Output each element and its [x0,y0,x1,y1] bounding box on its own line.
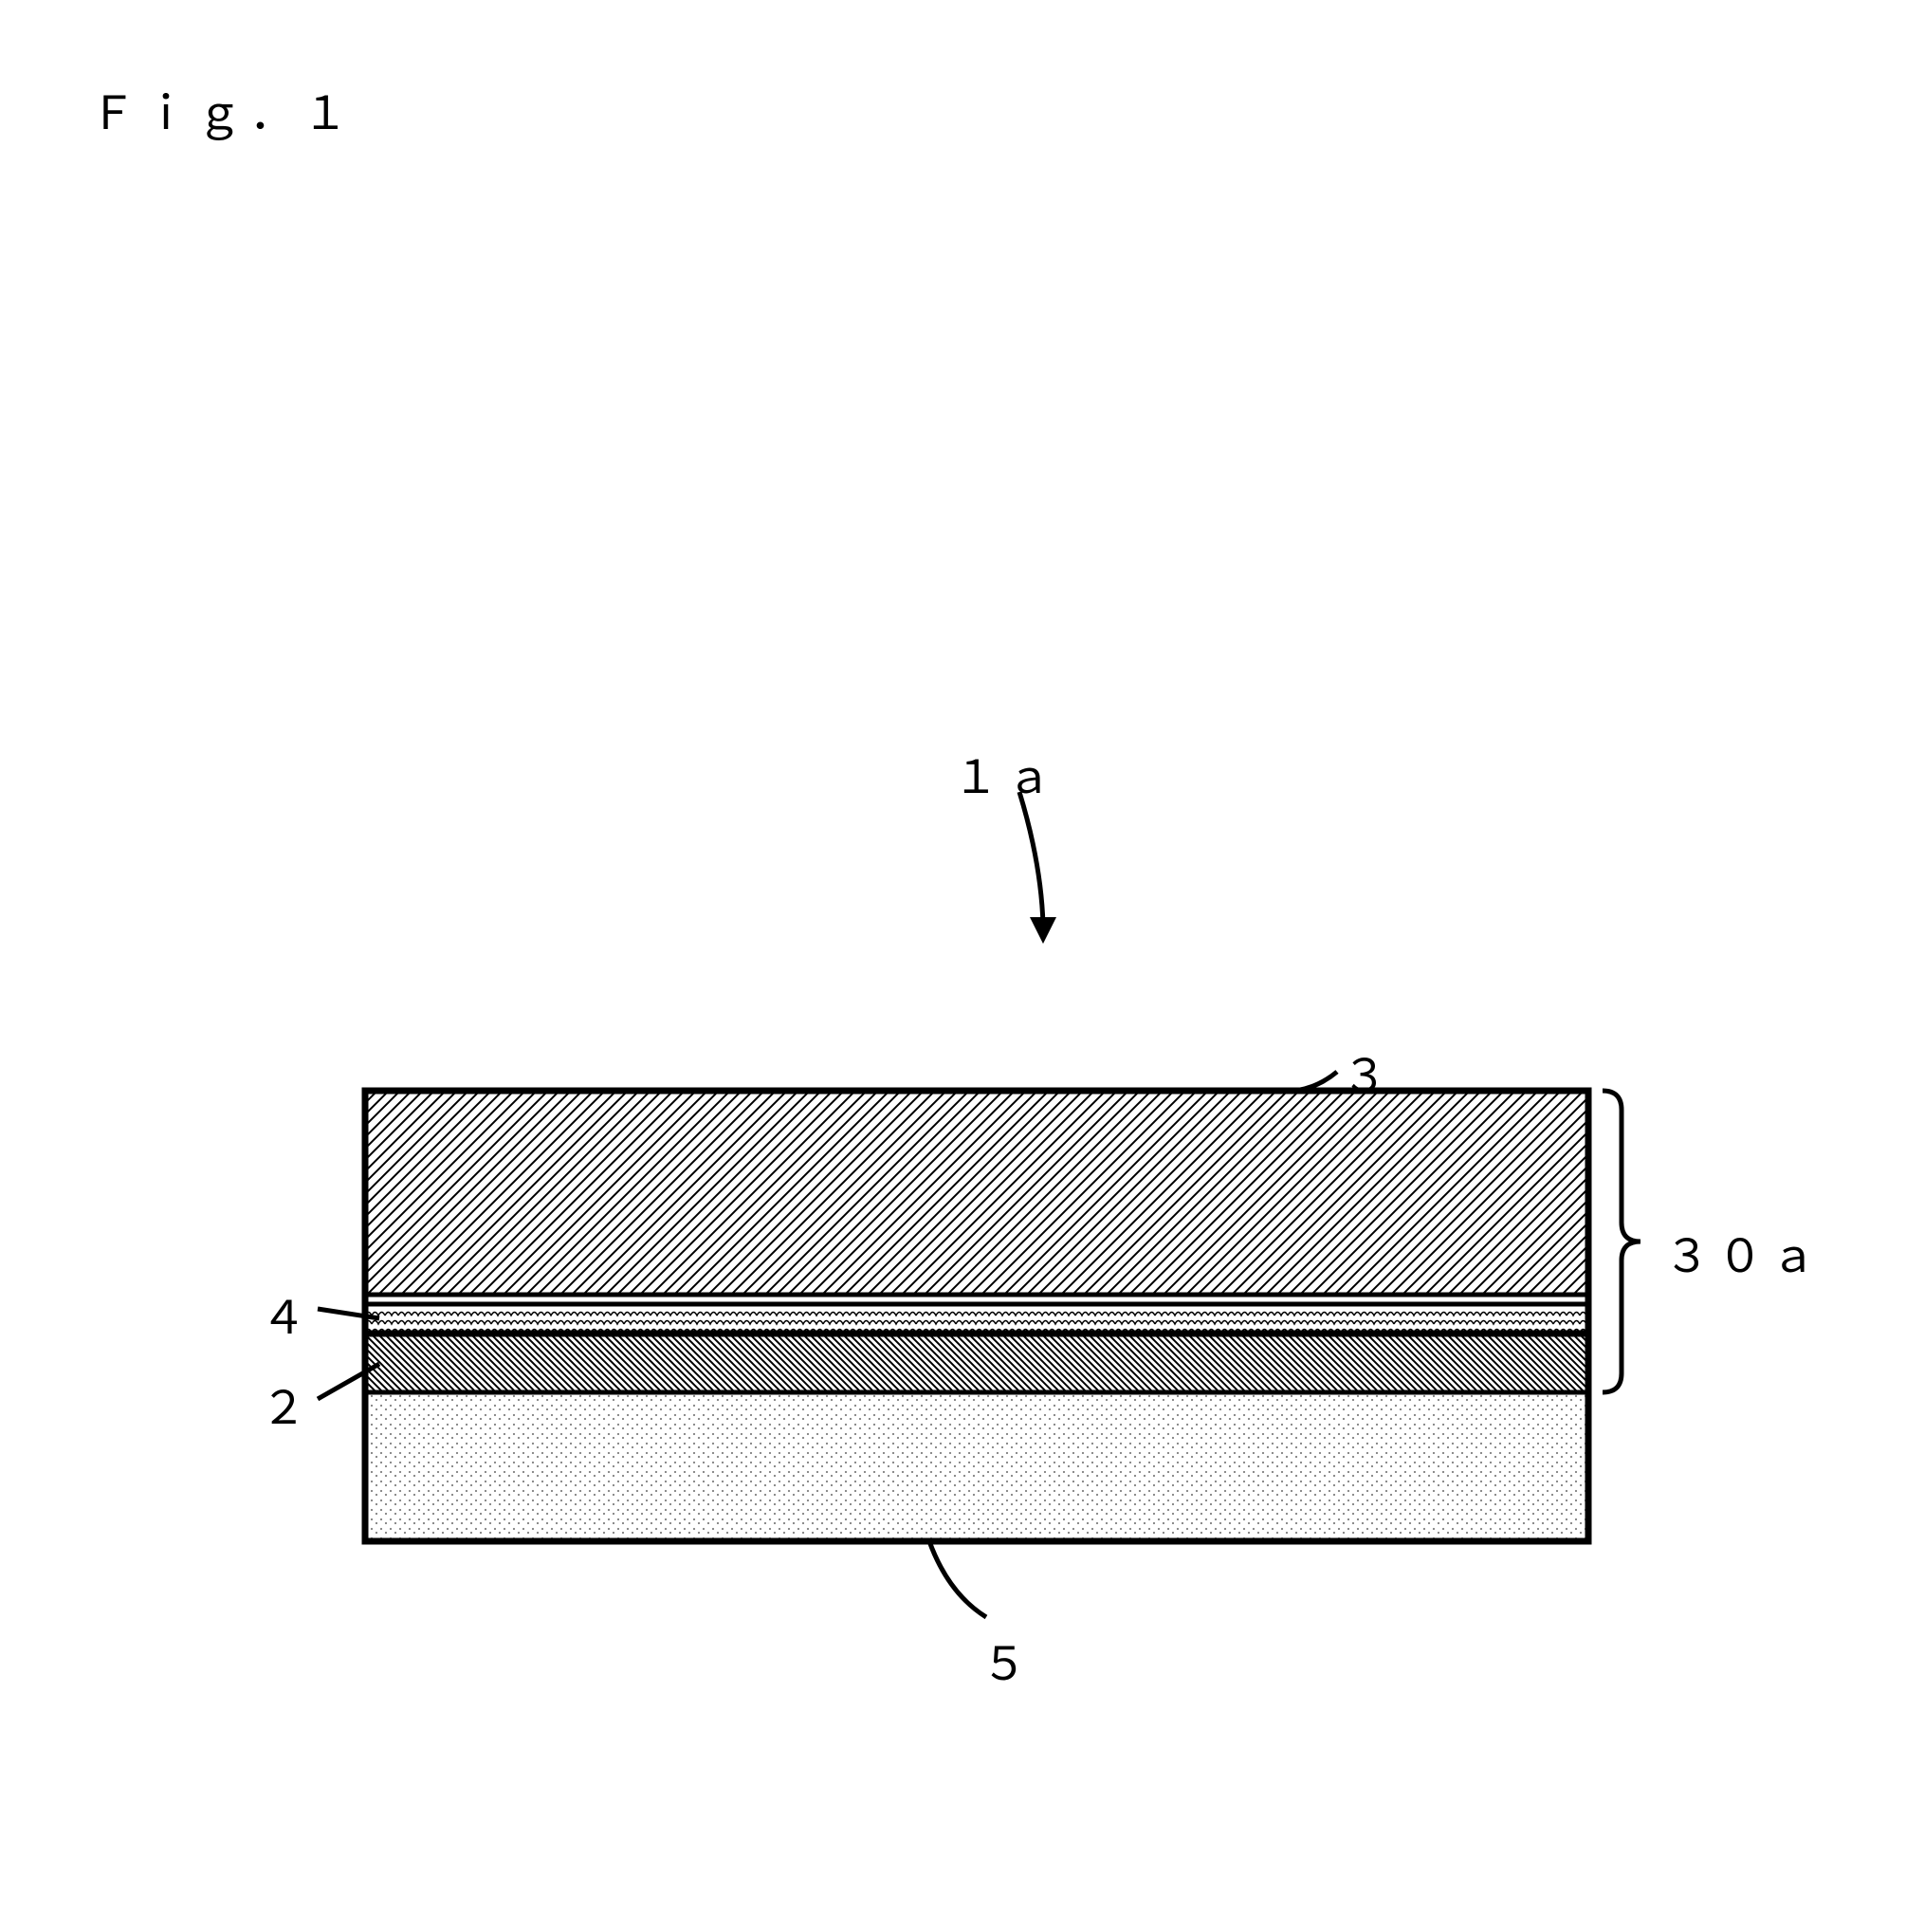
arrow-1a [1019,792,1056,944]
cross-section-diagram [0,0,1906,1932]
layer-2 [365,1335,1588,1392]
layer-3 [365,1091,1588,1295]
layer-5 [365,1392,1588,1541]
leader-5 [929,1541,986,1617]
brace-30a [1603,1091,1640,1392]
layer-4 [365,1304,1588,1333]
page-container: Ｆｉｇ．１ １ａ ３ ３０ａ ４ ２ ５ [0,0,1906,1932]
